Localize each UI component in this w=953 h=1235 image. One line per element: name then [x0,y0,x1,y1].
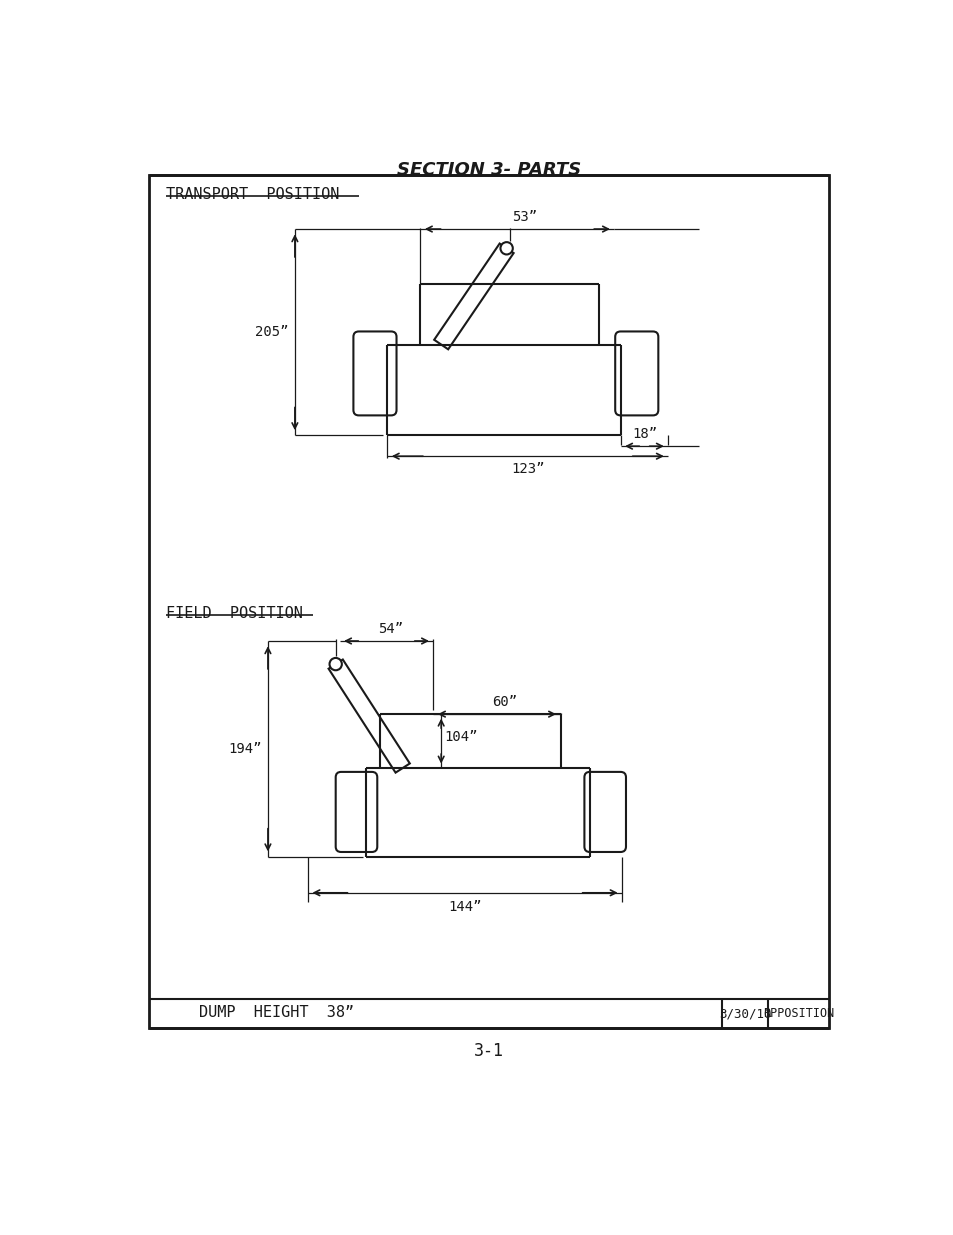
Text: 205”: 205” [255,325,289,340]
FancyBboxPatch shape [335,772,376,852]
Text: 54”: 54” [377,621,402,636]
FancyBboxPatch shape [615,331,658,415]
Text: 194”: 194” [228,742,261,756]
Text: 144”: 144” [448,900,481,914]
Polygon shape [328,659,410,773]
FancyBboxPatch shape [353,331,396,415]
Text: TRANSPORT  POSITION: TRANSPORT POSITION [166,186,339,201]
Bar [149,175,828,1029]
Text: 53”: 53” [512,210,537,225]
Text: 3/30/10: 3/30/10 [719,1008,771,1020]
FancyBboxPatch shape [584,772,625,852]
Text: 104”: 104” [444,730,477,745]
Text: 60”: 60” [492,695,517,709]
Text: 123”: 123” [511,462,544,477]
Text: SECTION 3- PARTS: SECTION 3- PARTS [396,162,580,179]
Text: 18”: 18” [631,427,657,441]
Polygon shape [434,243,513,350]
Circle shape [329,658,341,671]
Text: FIELD  POSITION: FIELD POSITION [166,606,303,621]
Text: 3-1: 3-1 [474,1042,503,1061]
Text: DUMP  HEIGHT  38”: DUMP HEIGHT 38” [198,1004,354,1020]
Text: RPPOSITION: RPPOSITION [762,1008,834,1020]
Circle shape [500,242,513,254]
